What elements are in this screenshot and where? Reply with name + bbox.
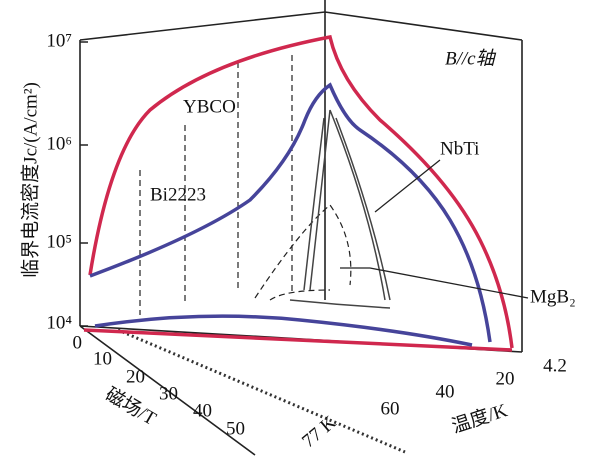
- line-77k: [117, 328, 406, 454]
- field-tick-label: 0: [73, 332, 83, 353]
- y-ticks: [80, 41, 88, 327]
- red-surface: [88, 34, 514, 349]
- nbti-base: [289, 299, 391, 309]
- field-axis-label: 磁场/T: [102, 383, 161, 430]
- mgb2-surface: [254, 204, 352, 301]
- material-label: NbTi: [440, 138, 479, 159]
- material-label: Bi2223: [150, 184, 206, 205]
- blue-base: [94, 314, 473, 347]
- temperature-axis-label: 温度/K: [449, 399, 510, 438]
- y-axis-label: 临界电流密度Jc/(A/cm²): [19, 82, 41, 278]
- temperature-tick-label: 60: [381, 398, 400, 419]
- temperature-tick-label: 4.2: [543, 355, 567, 376]
- field-tick-label: 50: [226, 418, 245, 439]
- field-tick-label: 20: [126, 366, 145, 387]
- field-tick-label: 40: [193, 400, 212, 421]
- red-base: [83, 328, 513, 352]
- material-label: YBCO: [183, 96, 236, 117]
- pointers: [340, 159, 529, 299]
- y-tick-label: 10⁵: [46, 231, 72, 252]
- y-tick-label: 10⁶: [46, 133, 72, 154]
- field-tick-label: 30: [159, 383, 178, 404]
- orientation-label: B//c轴: [445, 48, 497, 69]
- nbti-surface: [303, 109, 391, 301]
- guides: [139, 55, 293, 315]
- material-label: MgB₂: [530, 286, 576, 307]
- temperature-tick-label: 20: [496, 368, 515, 389]
- blue-surface: [89, 82, 492, 343]
- y-tick-label: 10⁴: [46, 312, 72, 333]
- marker-77k: 77 K: [298, 412, 340, 452]
- y-tick-label: 10⁷: [46, 30, 72, 51]
- field-tick-label: 10: [93, 348, 112, 369]
- temperature-tick-label: 40: [436, 381, 455, 402]
